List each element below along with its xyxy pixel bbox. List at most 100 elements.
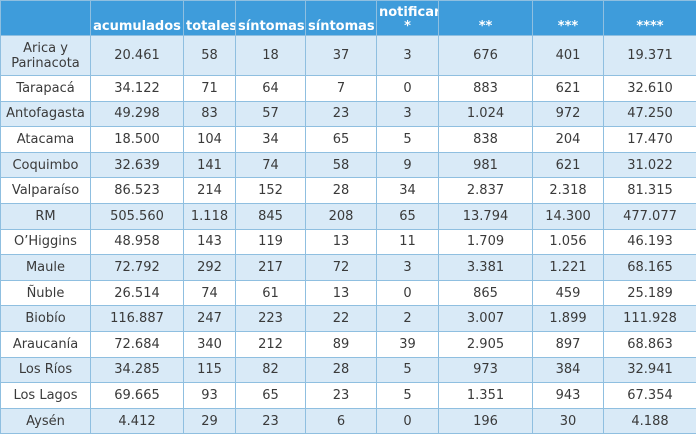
value-cell: 116.887	[90, 305, 184, 332]
value-cell: 67.354	[603, 382, 696, 409]
value-cell: 0	[376, 279, 439, 307]
table-row: Arica y Parinacota 20.461 58 18 37 3 676 401 19.…	[0, 35, 696, 76]
value-cell: 1.024	[438, 100, 533, 128]
value-cell: 20.461	[90, 35, 184, 76]
value-cell: 61	[235, 279, 306, 307]
table-row: RM 505.560 1.118 845 208 65 13.794 14.300 477.07…	[0, 202, 696, 230]
header-cell-sintomas-2: síntomas	[305, 0, 377, 36]
value-cell: 74	[235, 151, 306, 179]
header-cell-notificar: notificar *	[376, 0, 439, 36]
value-cell: 14.300	[532, 202, 604, 230]
value-cell: 5	[376, 126, 439, 153]
region-cell: Ñuble	[0, 279, 91, 307]
value-cell: 143	[183, 228, 236, 256]
value-cell: 23	[235, 407, 306, 435]
value-cell: 845	[235, 202, 306, 230]
value-cell: 2.318	[532, 177, 604, 204]
region-cell: Araucanía	[0, 330, 91, 358]
table-row: Atacama 18.500 104 34 65 5 838 204 17.470	[0, 126, 696, 153]
value-cell: 838	[438, 126, 533, 153]
table-row: O’Higgins 48.958 143 119 13 11 1.709 1.056 46.19…	[0, 228, 696, 256]
table-row: Coquimbo 32.639 141 74 58 9 981 621 31.022	[0, 151, 696, 179]
value-cell: 81.315	[603, 177, 696, 204]
value-cell: 3	[376, 254, 439, 281]
value-cell: 34	[376, 177, 439, 204]
region-cell: Atacama	[0, 126, 91, 153]
region-cell: Valparaíso	[0, 177, 91, 204]
value-cell: 247	[183, 305, 236, 332]
value-cell: 152	[235, 177, 306, 204]
region-cell: Los Lagos	[0, 382, 91, 409]
value-cell: 104	[183, 126, 236, 153]
value-cell: 28	[305, 356, 377, 384]
region-cell: Arica y Parinacota	[0, 35, 91, 76]
region-cell: O’Higgins	[0, 228, 91, 256]
value-cell: 17.470	[603, 126, 696, 153]
value-cell: 11	[376, 228, 439, 256]
value-cell: 64	[235, 75, 306, 102]
value-cell: 1.118	[183, 202, 236, 230]
value-cell: 972	[532, 100, 604, 128]
value-cell: 2.905	[438, 330, 533, 358]
header-cell-double-asterisk: **	[438, 0, 533, 36]
value-cell: 401	[532, 35, 604, 76]
value-cell: 212	[235, 330, 306, 358]
value-cell: 1.351	[438, 382, 533, 409]
value-cell: 86.523	[90, 177, 184, 204]
value-cell: 28	[305, 177, 377, 204]
header-cell-region	[0, 0, 91, 36]
table-header-row: acumulados totales síntomas síntomas not…	[0, 0, 696, 36]
value-cell: 68.863	[603, 330, 696, 358]
value-cell: 58	[305, 151, 377, 179]
value-cell: 459	[532, 279, 604, 307]
value-cell: 68.165	[603, 254, 696, 281]
value-cell: 3	[376, 35, 439, 76]
value-cell: 32.941	[603, 356, 696, 384]
value-cell: 13	[305, 279, 377, 307]
value-cell: 47.250	[603, 100, 696, 128]
value-cell: 83	[183, 100, 236, 128]
header-cell-sintomas: síntomas	[235, 0, 306, 36]
region-cell: Tarapacá	[0, 75, 91, 102]
value-cell: 0	[376, 407, 439, 435]
header-cell-quad-asterisk: ****	[603, 0, 696, 36]
value-cell: 0	[376, 75, 439, 102]
value-cell: 18	[235, 35, 306, 76]
region-cell: Los Ríos	[0, 356, 91, 384]
value-cell: 292	[183, 254, 236, 281]
covid-region-table: acumulados totales síntomas síntomas not…	[0, 0, 696, 435]
value-cell: 505.560	[90, 202, 184, 230]
value-cell: 46.193	[603, 228, 696, 256]
region-cell: Aysén	[0, 407, 91, 435]
value-cell: 883	[438, 75, 533, 102]
value-cell: 26.514	[90, 279, 184, 307]
value-cell: 897	[532, 330, 604, 358]
value-cell: 9	[376, 151, 439, 179]
value-cell: 6	[305, 407, 377, 435]
value-cell: 31.022	[603, 151, 696, 179]
value-cell: 5	[376, 356, 439, 384]
value-cell: 29	[183, 407, 236, 435]
table-row: Valparaíso 86.523 214 152 28 34 2.837 2.318 81.3…	[0, 177, 696, 204]
value-cell: 69.665	[90, 382, 184, 409]
value-cell: 223	[235, 305, 306, 332]
value-cell: 3.381	[438, 254, 533, 281]
value-cell: 18.500	[90, 126, 184, 153]
value-cell: 39	[376, 330, 439, 358]
region-cell: Coquimbo	[0, 151, 91, 179]
value-cell: 34	[235, 126, 306, 153]
table-row: Ñuble 26.514 74 61 13 0 865 459 25.189	[0, 279, 696, 307]
value-cell: 37	[305, 35, 377, 76]
table-row: Los Ríos 34.285 115 82 28 5 973 384 32.941	[0, 356, 696, 384]
value-cell: 621	[532, 151, 604, 179]
value-cell: 89	[305, 330, 377, 358]
value-cell: 217	[235, 254, 306, 281]
header-cell-acumulados: acumulados	[90, 0, 184, 36]
value-cell: 3	[376, 100, 439, 128]
value-cell: 34.285	[90, 356, 184, 384]
value-cell: 1.056	[532, 228, 604, 256]
value-cell: 340	[183, 330, 236, 358]
value-cell: 65	[305, 126, 377, 153]
header-cell-totales: totales	[183, 0, 236, 36]
value-cell: 93	[183, 382, 236, 409]
